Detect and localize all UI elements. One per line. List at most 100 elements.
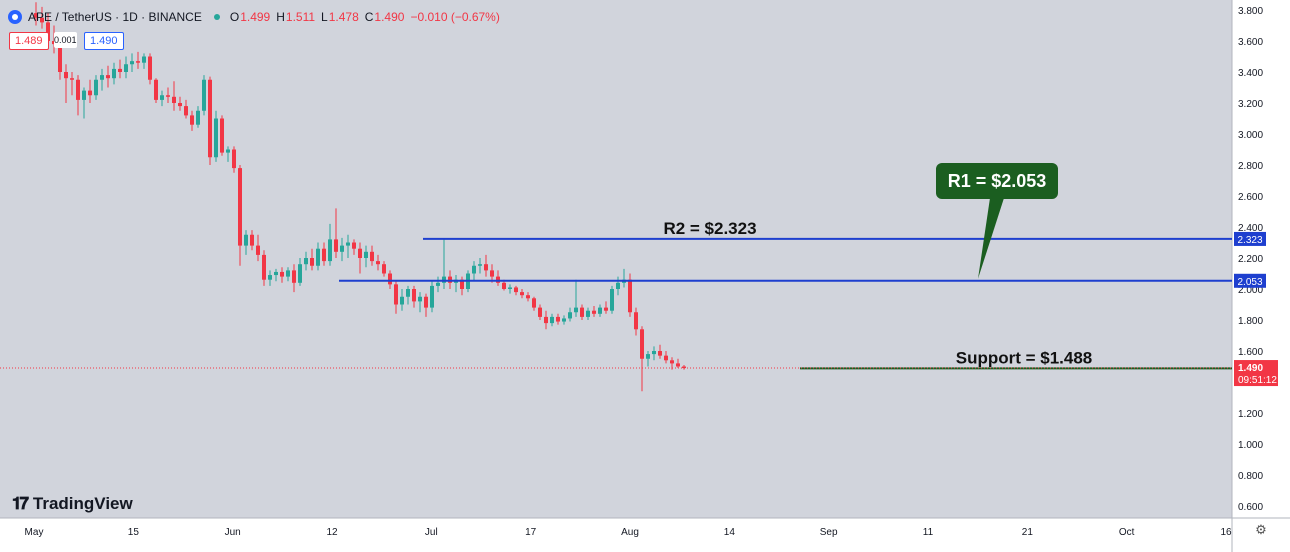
candle-body	[496, 276, 500, 283]
open-value: 1.499	[240, 10, 271, 24]
candle-body	[70, 78, 74, 80]
candle-body	[220, 118, 224, 153]
candle-body	[592, 310, 596, 314]
x-tick-label: Oct	[1119, 527, 1135, 538]
x-tick-label: May	[25, 527, 44, 538]
candle-body	[364, 251, 368, 258]
candle-body	[418, 296, 422, 302]
x-tick-label: 17	[525, 527, 537, 538]
candle-body	[58, 44, 62, 72]
tradingview-mark-icon: 𝟏𝟕	[12, 494, 29, 513]
candle-body	[142, 56, 146, 63]
candle-body	[256, 245, 260, 255]
candle-body	[184, 106, 188, 116]
candle-body	[118, 68, 122, 72]
candle-body	[286, 270, 290, 277]
y-tick-label: 0.800	[1238, 471, 1263, 482]
x-tick-label: 14	[724, 527, 736, 538]
last-price-badge	[1234, 360, 1278, 387]
plot-background	[0, 0, 1232, 518]
candle-body	[448, 276, 452, 283]
gear-icon[interactable]: ⚙	[1255, 522, 1267, 537]
r1-axis-badge	[1234, 273, 1266, 288]
candle-body	[358, 248, 362, 258]
candle-body	[190, 115, 194, 125]
close-value: 1.490	[374, 10, 405, 24]
r1-callout-pointer	[978, 198, 1004, 279]
buy-price-button[interactable]: 1.490	[84, 32, 124, 50]
candle-body	[532, 298, 536, 308]
candle-body	[628, 279, 632, 313]
candle-body	[352, 242, 356, 249]
chart-header: APE / TetherUS · 1D · BINANCE O 1.499 H 1.…	[8, 9, 506, 25]
x-tick-label: 15	[128, 527, 140, 538]
symbol-label[interactable]: APE / TetherUS · 1D · BINANCE	[28, 10, 202, 24]
candle-body	[178, 103, 182, 107]
candle-body	[34, 13, 38, 18]
candle-body	[472, 265, 476, 274]
y-tick-label: 3.200	[1238, 99, 1263, 110]
candle-body	[214, 118, 218, 158]
candle-body	[550, 316, 554, 324]
candle-body	[670, 360, 674, 364]
candle-body	[484, 264, 488, 271]
candle-body	[388, 273, 392, 285]
candle-body	[292, 270, 296, 283]
candle-body	[538, 307, 542, 317]
candle-body	[316, 248, 320, 266]
candle-body	[304, 258, 308, 265]
candle-body	[40, 17, 44, 23]
candle-body	[676, 363, 680, 367]
last-price-value: 1.490	[1238, 363, 1263, 374]
candle-body	[412, 289, 416, 302]
r2-axis-badge-label: 2.323	[1237, 235, 1262, 246]
candle-body	[322, 248, 326, 262]
spread-value: 0.001	[54, 32, 77, 48]
candle-body	[238, 168, 242, 246]
tradingview-logo: 𝟏𝟕 TradingView	[12, 494, 133, 514]
y-tick-label: 3.800	[1238, 6, 1263, 17]
candle-body	[136, 61, 140, 63]
candle-body	[244, 234, 248, 246]
candle-body	[490, 270, 494, 277]
candle-body	[328, 239, 332, 262]
r1-callout-label: R1 = $2.053	[936, 163, 1058, 199]
r1-axis-badge-label: 2.053	[1237, 277, 1262, 288]
candle-body	[340, 245, 344, 252]
candle-body	[586, 310, 590, 317]
candle-body	[298, 264, 302, 283]
candle-body	[514, 287, 518, 293]
y-tick-label: 3.000	[1238, 130, 1263, 141]
candle-body	[268, 275, 272, 280]
candle-body	[658, 351, 662, 356]
high-value: 1.511	[285, 10, 316, 24]
open-key: O	[229, 10, 240, 24]
candle-body	[610, 289, 614, 311]
y-tick-label: 1.200	[1238, 409, 1263, 420]
candle-body	[616, 282, 620, 289]
y-tick-label: 3.600	[1238, 37, 1263, 48]
candle-body	[382, 264, 386, 274]
candle-body	[148, 56, 152, 80]
candle-body	[154, 79, 158, 100]
x-tick-label: 16	[1220, 527, 1232, 538]
candle-body	[460, 279, 464, 289]
candle-body	[562, 318, 566, 322]
x-tick-label: 12	[326, 527, 338, 538]
candle-body	[442, 276, 446, 283]
candle-body	[682, 366, 686, 369]
candle-body	[100, 75, 104, 80]
candle-body	[430, 285, 434, 308]
candle-body	[508, 287, 512, 289]
candle-body	[400, 296, 404, 305]
candle-body	[478, 264, 482, 266]
sell-price-button[interactable]: 1.489	[9, 32, 49, 50]
candle-body	[502, 282, 506, 289]
candle-body	[160, 95, 164, 100]
y-tick-label: 0.600	[1238, 502, 1263, 513]
candle-body	[274, 271, 278, 276]
candle-body	[46, 22, 50, 41]
low-value: 1.478	[328, 10, 359, 24]
y-tick-label: 1.000	[1238, 440, 1263, 451]
